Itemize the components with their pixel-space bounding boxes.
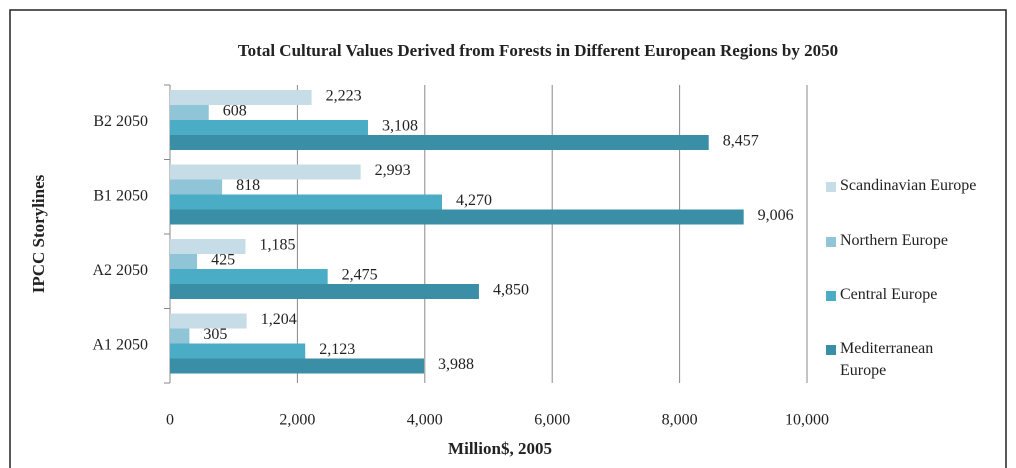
bar [170, 135, 709, 150]
value-label: 305 [203, 326, 227, 343]
bar [170, 105, 209, 120]
x-tick-label: 4,000 [407, 412, 443, 429]
bar [170, 179, 223, 195]
legend-item: Scandinavian Europe [840, 177, 977, 194]
value-label: 3,988 [438, 356, 474, 373]
bar [170, 284, 479, 299]
value-label: 2,123 [319, 341, 355, 358]
x-tick-label: 2,000 [279, 412, 315, 429]
value-label: 3,108 [382, 118, 418, 135]
value-label: 1,204 [261, 311, 297, 328]
value-label: 2,475 [342, 267, 378, 284]
value-label: 1,185 [259, 237, 295, 254]
x-tick-label: 8,000 [662, 412, 698, 429]
y-tick-label: A1 2050 [92, 336, 148, 353]
value-label: 818 [236, 177, 260, 194]
legend-label: Mediterranean Europe [840, 340, 934, 379]
frame [9, 9, 1007, 468]
bar [170, 313, 247, 329]
legend-item: Central Europe [840, 286, 938, 303]
bar [170, 269, 328, 284]
x-tick-label: 0 [166, 412, 174, 429]
bar [170, 90, 312, 105]
legend-label: Central Europe [840, 286, 938, 303]
value-label: 4,850 [493, 282, 529, 299]
chart-title: Total Cultural Values Derived from Fores… [238, 41, 838, 60]
value-label: 4,270 [456, 192, 492, 209]
bar [170, 239, 246, 254]
legend-swatch [826, 291, 836, 301]
value-label: 8,457 [723, 133, 759, 150]
bar [170, 328, 190, 344]
value-label: 2,993 [375, 162, 411, 179]
value-label: 608 [223, 103, 247, 120]
value-label: 2,223 [326, 88, 362, 105]
x-tick-label: 10,000 [785, 412, 829, 429]
legend-item: Mediterranean Europe [840, 340, 934, 379]
bar [170, 209, 744, 225]
y-tick-label: B2 2050 [93, 113, 148, 130]
bar [170, 358, 425, 374]
bar [170, 194, 442, 210]
y-axis-label: IPCC Storylines [29, 174, 48, 293]
legend-label: Scandinavian Europe [840, 177, 977, 194]
bar [170, 120, 368, 135]
bar [170, 343, 306, 359]
x-tick-label: 6,000 [534, 412, 570, 429]
x-axis-label: Million$, 2005 [448, 439, 552, 458]
y-tick-label: A2 2050 [92, 262, 148, 279]
legend-swatch [826, 345, 836, 355]
bar [170, 164, 361, 180]
legend-label: Northern Europe [840, 232, 948, 249]
value-label: 425 [211, 252, 235, 269]
y-tick-label: B1 2050 [93, 187, 148, 204]
bar [170, 254, 198, 269]
legend-swatch [826, 237, 836, 247]
value-label: 9,006 [758, 207, 794, 224]
legend-item: Northern Europe [840, 232, 948, 249]
legend-swatch [826, 182, 836, 192]
